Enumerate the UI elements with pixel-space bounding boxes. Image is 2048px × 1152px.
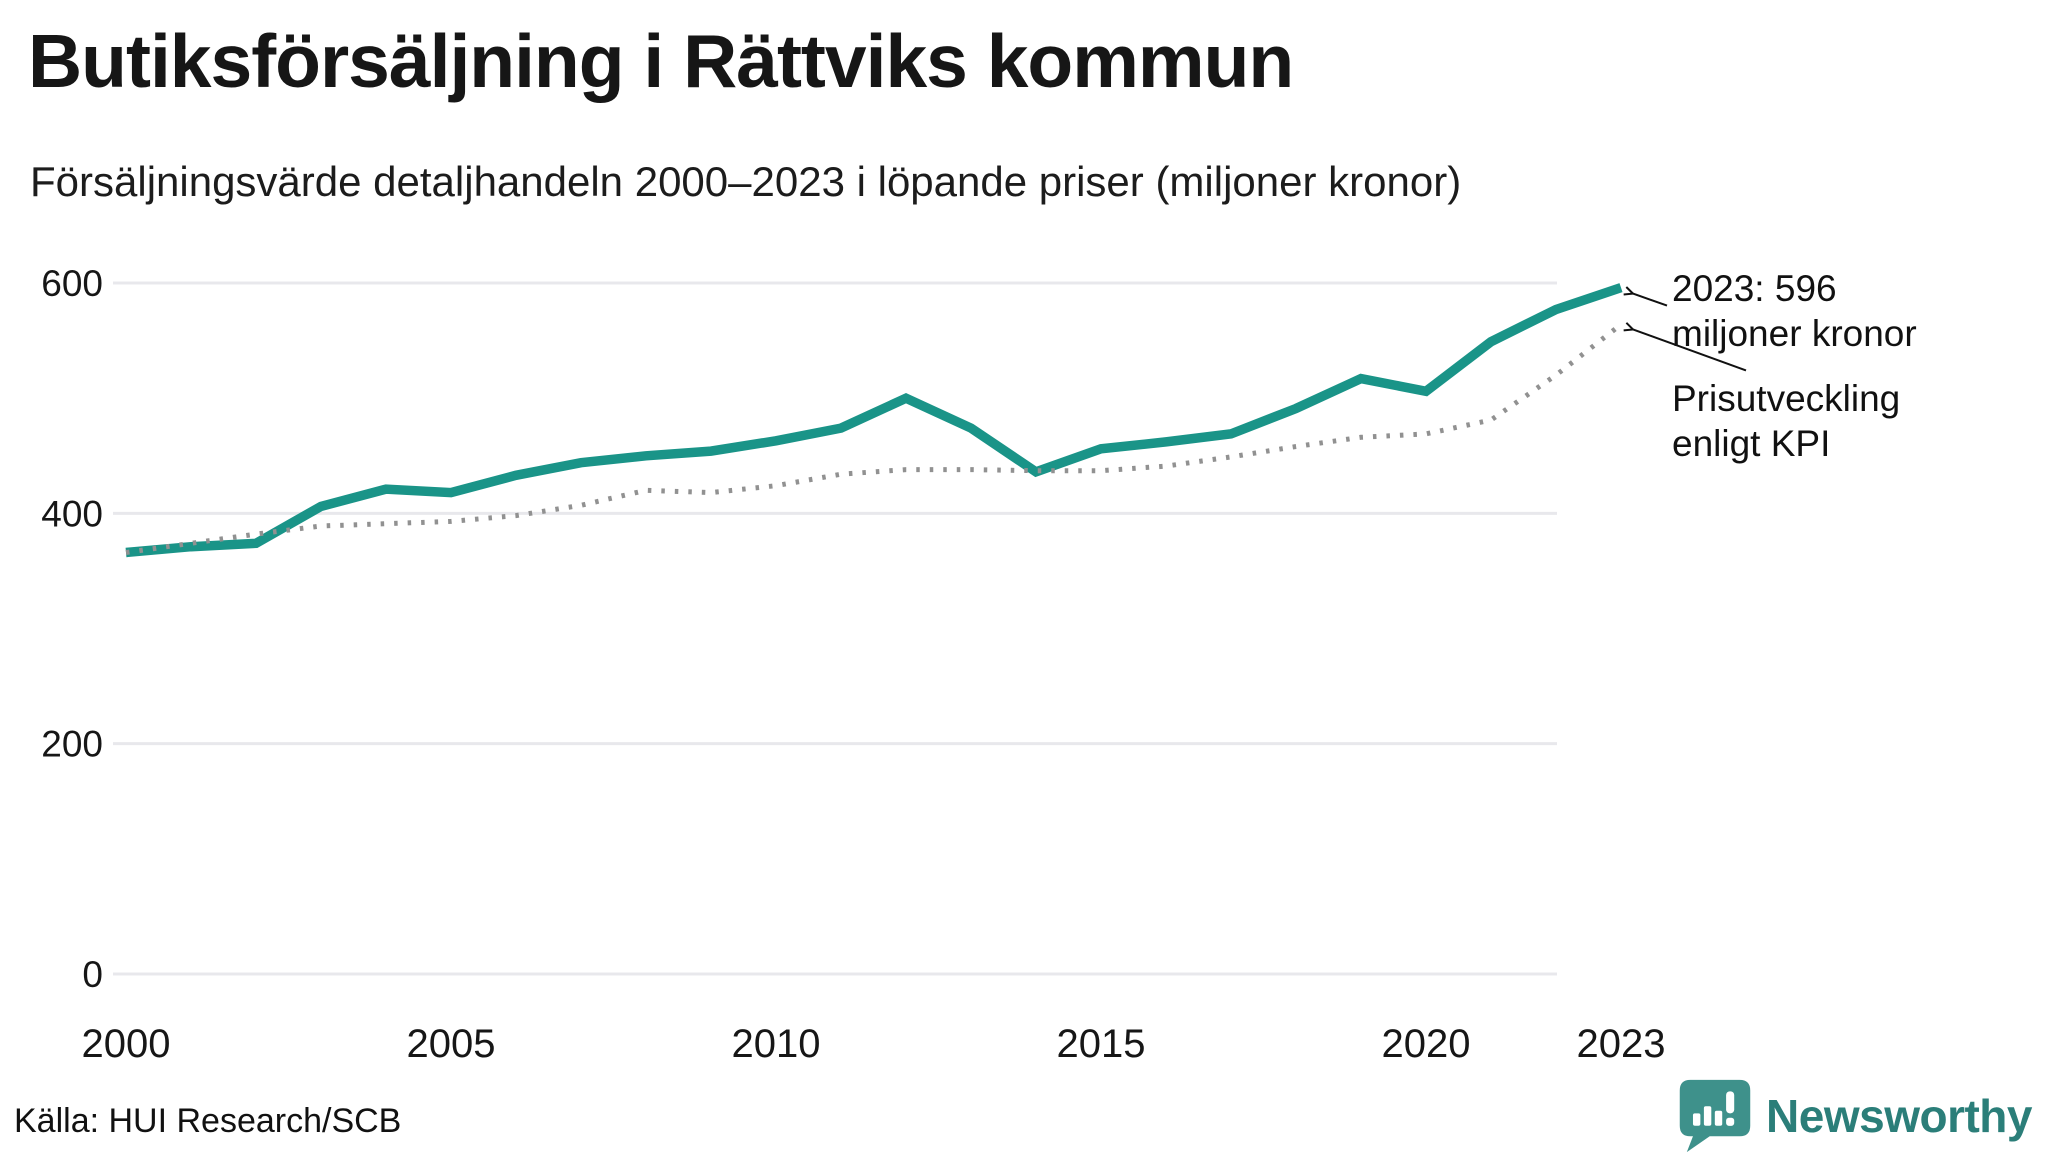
y-tick-label: 600 <box>41 263 103 304</box>
chart-subtitle: Försäljningsvärde detaljhandeln 2000–202… <box>30 158 1462 205</box>
annotation-kpi-label: Prisutveckling enligt KPI <box>1672 376 1900 466</box>
annotation-arrow-kpi <box>1623 322 1747 372</box>
newsworthy-wordmark: Newsworthy <box>1766 1090 2032 1142</box>
x-tick-label: 2005 <box>407 1022 496 1066</box>
x-tick-label: 2020 <box>1382 1022 1471 1066</box>
series-line-kpi <box>125 322 1623 555</box>
newsworthy-bubble-icon <box>1679 1079 1751 1152</box>
annotation-latest-value: 2023: 596 miljoner kronor <box>1672 266 1917 356</box>
newsworthy-logo: Newsworthy <box>1678 1078 2032 1152</box>
source-note: Källa: HUI Research/SCB <box>14 1102 402 1140</box>
y-tick-label: 0 <box>82 954 103 995</box>
y-tick-label: 400 <box>41 493 103 534</box>
page-title: Butiksförsäljning i Rättviks kommun <box>28 19 1294 103</box>
annotation-line: 2023: 596 <box>1672 268 1837 309</box>
x-tick-label: 2010 <box>732 1022 821 1066</box>
y-tick-label: 200 <box>41 724 103 765</box>
annotation-line: enligt KPI <box>1672 423 1831 464</box>
series-line-current-prices <box>125 283 1623 558</box>
annotation-line: Prisutveckling <box>1672 378 1901 419</box>
x-tick-label: 2000 <box>82 1022 171 1066</box>
x-tick-label: 2015 <box>1057 1022 1146 1066</box>
annotation-line: miljoner kronor <box>1672 313 1917 354</box>
x-tick-label: 2023 <box>1577 1022 1666 1066</box>
annotation-arrow-latest-value <box>1623 286 1668 307</box>
